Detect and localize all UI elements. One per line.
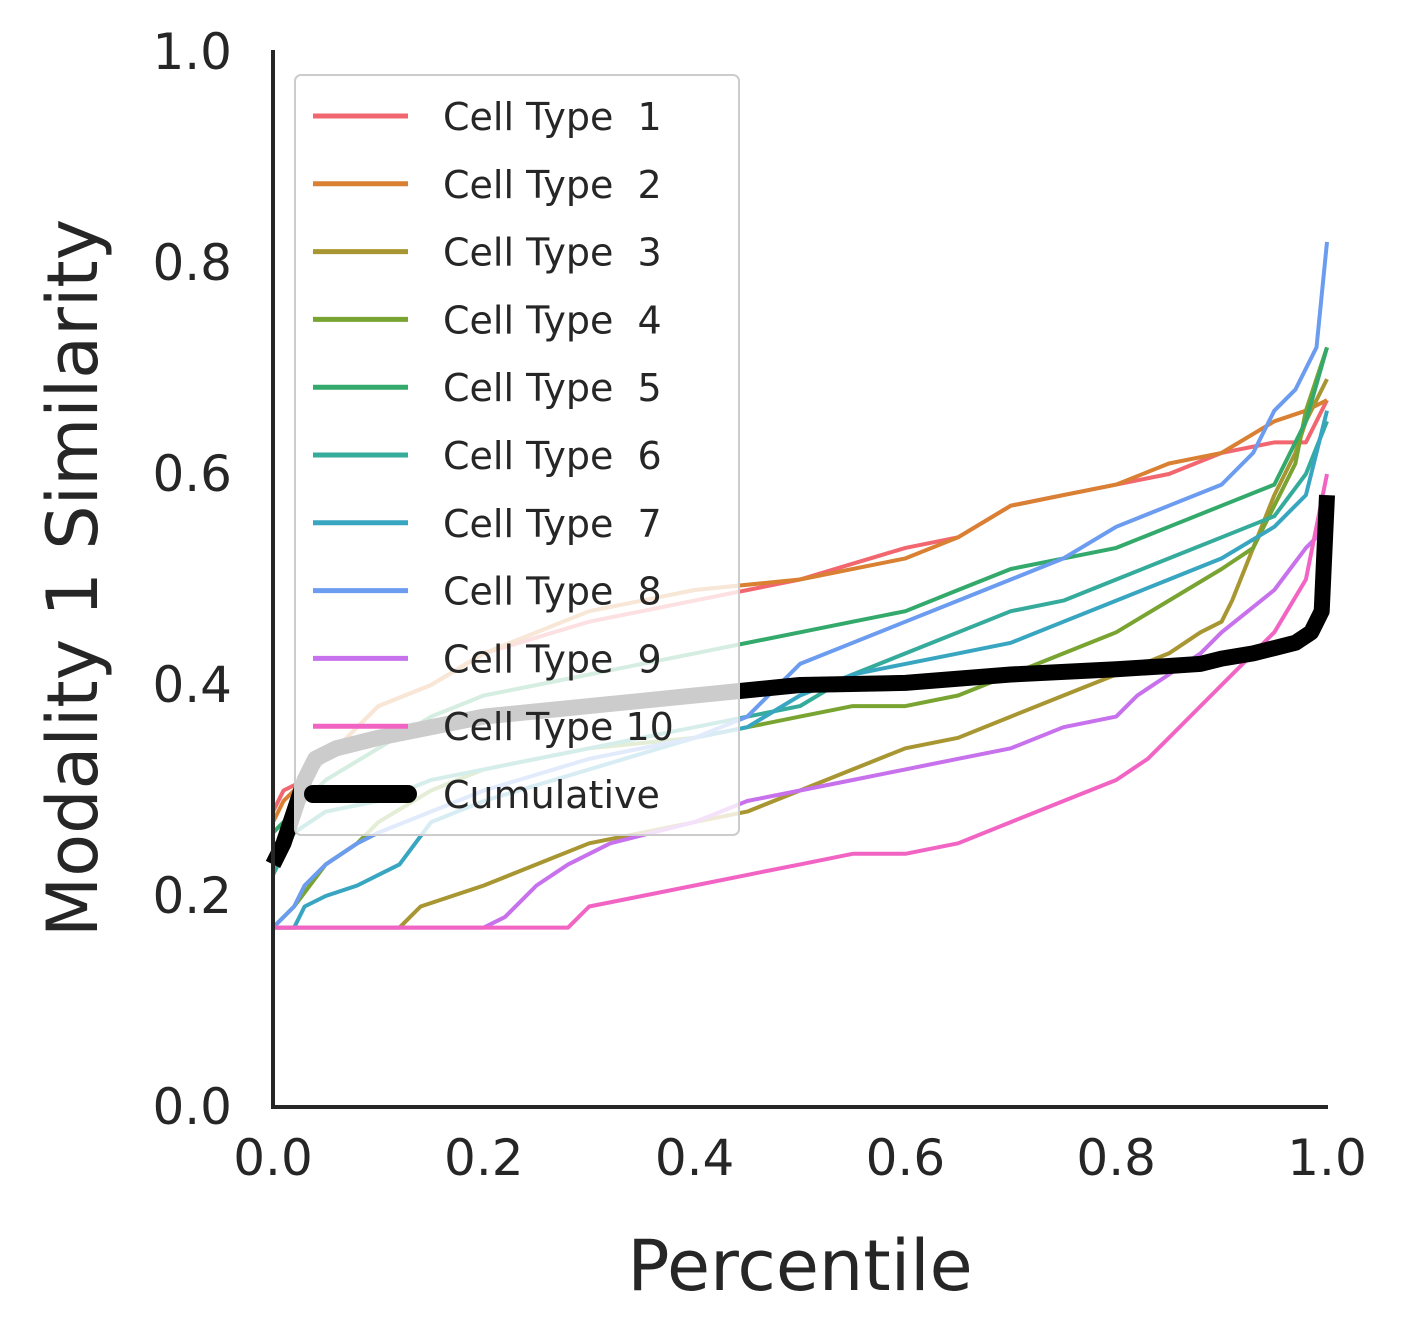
legend-label: Cell Type 2 xyxy=(443,163,662,207)
y-tick-label: 1.0 xyxy=(152,23,232,81)
legend-label: Cell Type 10 xyxy=(443,705,674,749)
legend-label: Cumulative xyxy=(443,773,660,817)
y-tick-label: 0.0 xyxy=(152,1078,232,1136)
legend-label: Cell Type 5 xyxy=(443,366,662,410)
x-tick-label: 0.4 xyxy=(655,1129,735,1187)
legend-item: Cell Type 10 xyxy=(313,705,674,749)
legend: Cell Type 1 Cell Type 2 Cell Type 3 Cell Ty… xyxy=(294,74,740,836)
series-line-9 xyxy=(273,525,1329,930)
legend-label: Cell Type 8 xyxy=(443,570,662,614)
y-tick-label: 0.2 xyxy=(152,867,232,925)
legend-item: Cell Type 9 xyxy=(313,637,662,681)
legend-item: Cell Type 5 xyxy=(313,366,662,410)
axes xyxy=(271,50,1328,1109)
legend-item: Cell Type 2 xyxy=(313,163,662,207)
legend-item: Cell Type 7 xyxy=(313,502,662,546)
legend-label: Cell Type 9 xyxy=(443,637,662,681)
legend-items: Cell Type 1 Cell Type 2 Cell Type 3 Cell Ty… xyxy=(304,95,674,817)
y-tick-label: 0.4 xyxy=(152,656,232,714)
x-tick-label: 0.0 xyxy=(233,1129,313,1187)
legend-item: Cell Type 1 xyxy=(313,95,662,139)
series-line-7 xyxy=(273,410,1329,930)
y-tick-label: 0.6 xyxy=(152,445,232,503)
legend-item: Cell Type 6 xyxy=(313,434,662,478)
x-axis-label: Percentile xyxy=(627,1225,972,1307)
y-tick-label: 0.8 xyxy=(152,234,232,292)
legend-item: Cumulative xyxy=(304,773,660,817)
legend-label: Cell Type 7 xyxy=(443,502,662,546)
series-line-10 xyxy=(273,473,1329,930)
legend-item: Cell Type 3 xyxy=(313,231,662,275)
legend-frame xyxy=(294,74,740,836)
legend-item: Cell Type 8 xyxy=(313,570,662,614)
y-axis-label: Modality 1 Similarity xyxy=(32,219,114,937)
series-line-8 xyxy=(271,241,1329,930)
x-tick-label: 0.8 xyxy=(1076,1129,1156,1187)
legend-item: Cell Type 4 xyxy=(313,298,662,342)
x-tick-label: 0.6 xyxy=(866,1129,946,1187)
x-tick-label: 0.2 xyxy=(444,1129,524,1187)
legend-label: Cell Type 4 xyxy=(443,298,662,342)
legend-label: Cell Type 1 xyxy=(443,95,662,139)
legend-label: Cell Type 3 xyxy=(443,231,662,275)
legend-label: Cell Type 6 xyxy=(443,434,662,478)
x-tick-labels: 0.0 0.2 0.4 0.6 0.8 1.0 xyxy=(233,1129,1367,1187)
x-tick-label: 1.0 xyxy=(1287,1129,1367,1187)
y-tick-labels: 0.0 0.2 0.4 0.6 0.8 1.0 xyxy=(152,23,232,1136)
